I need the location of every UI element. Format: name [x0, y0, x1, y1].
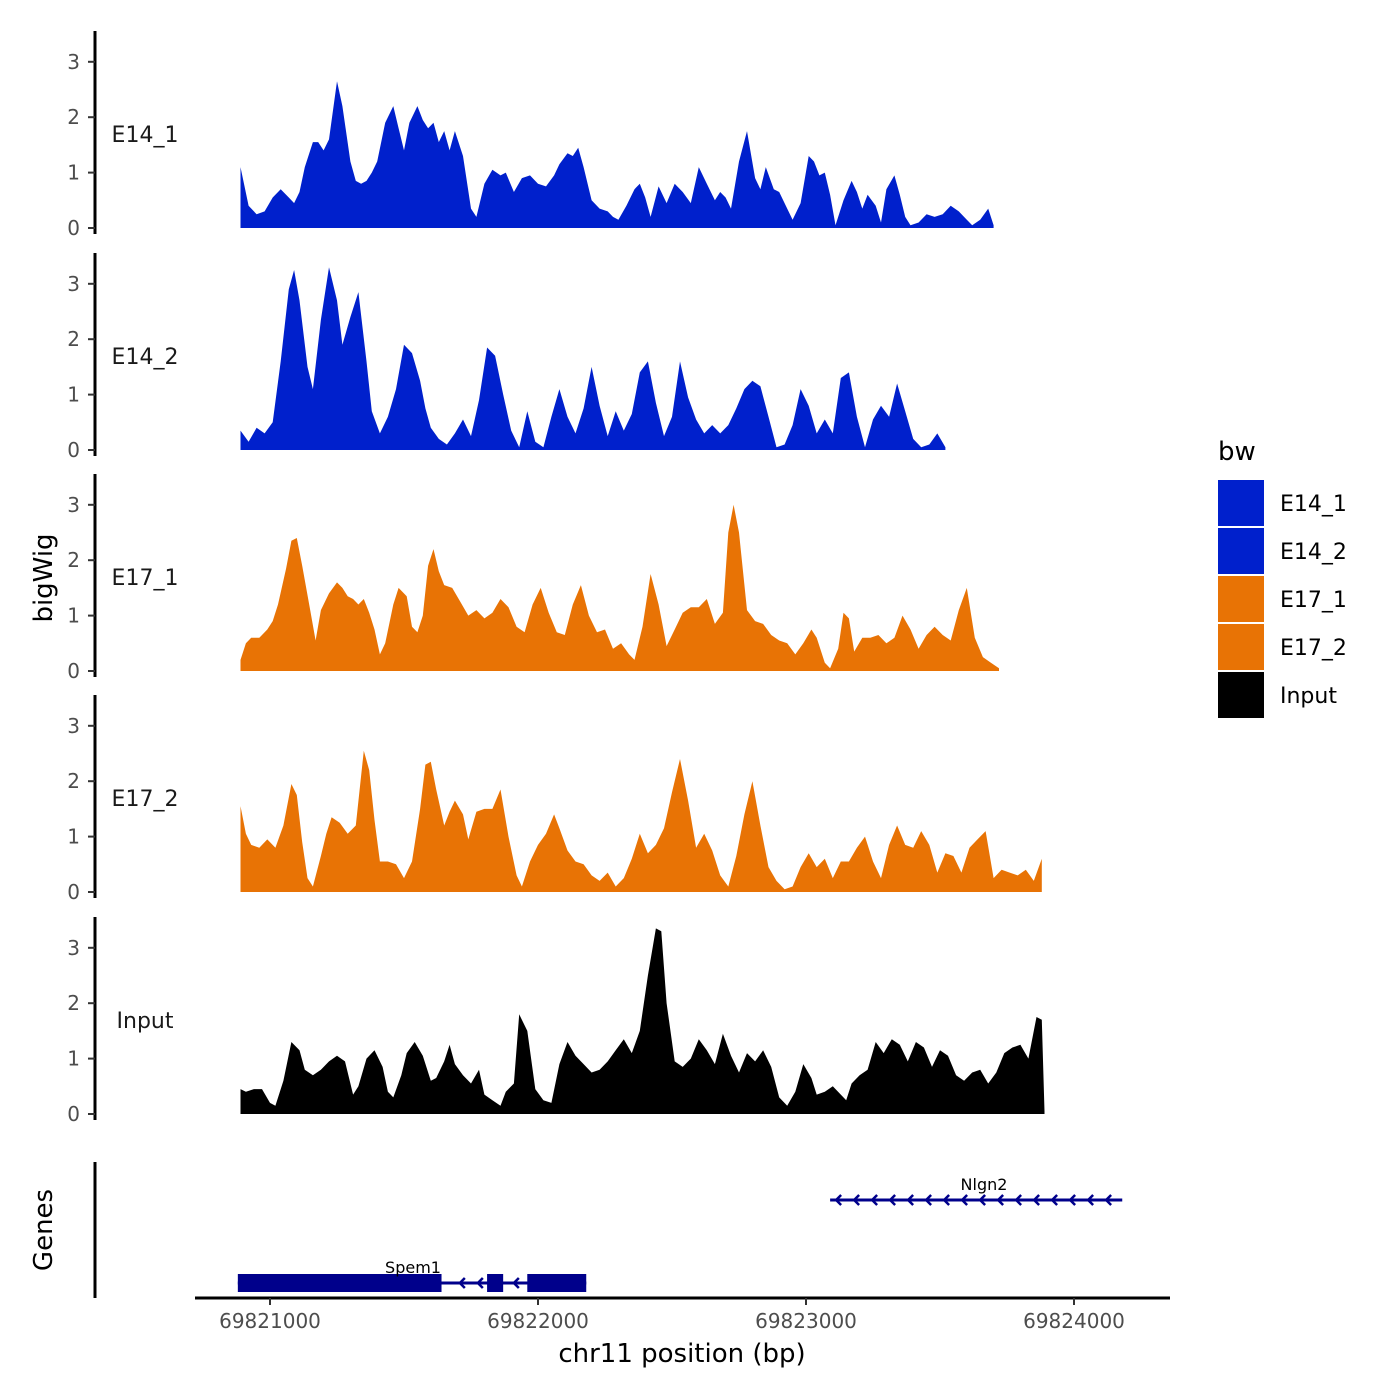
y-tick-label: 3	[67, 936, 80, 960]
x-axis: 69821000 69822000 69823000 69824000	[195, 1296, 1170, 1333]
strand-arrow	[996, 1194, 1005, 1206]
strand-arrow	[458, 1277, 466, 1289]
strand-arrow	[512, 1277, 520, 1289]
legend: bw E14_1 E14_2 E17_1 E17_2 Input	[1218, 437, 1347, 718]
y-axis-title: bigWig	[29, 533, 59, 622]
track-label: E14_1	[112, 123, 179, 148]
y-tick-label: 2	[67, 105, 80, 129]
series-area-input	[240, 928, 1045, 1114]
y-tick-label: 0	[67, 216, 80, 240]
series-area-e14-1	[240, 81, 994, 228]
track-panel: 0 1 2 3 E14_1	[67, 31, 994, 240]
track-label: Input	[117, 1009, 174, 1034]
strand-arrow	[924, 1194, 933, 1206]
strand-arrow	[1014, 1194, 1023, 1206]
strand-arrow	[1050, 1194, 1059, 1206]
legend-entry: E17_1	[1218, 576, 1347, 622]
track-panel: 0 1 2 3 E17_1	[67, 474, 999, 683]
y-tick-label: 1	[67, 604, 80, 628]
legend-label-input: Input	[1280, 684, 1337, 709]
y-tick-label: 2	[67, 991, 80, 1015]
gene-spem1: Spem1	[237, 1258, 587, 1292]
strand-arrow	[1032, 1194, 1041, 1206]
x-tick-label: 69824000	[1023, 1309, 1125, 1333]
y-tick-label: 1	[67, 825, 80, 849]
y-tick-label: 0	[67, 659, 80, 683]
gene-label: Nlgn2	[961, 1175, 1008, 1194]
gene-label: Spem1	[385, 1258, 441, 1277]
legend-entry: E14_1	[1218, 480, 1347, 526]
strand-arrow	[888, 1194, 897, 1206]
track-panel: 0 1 2 3 E14_2	[67, 253, 946, 462]
legend-entry: E14_2	[1218, 528, 1347, 574]
legend-title: bw	[1218, 437, 1256, 467]
y-tick-label: 0	[67, 1102, 80, 1126]
series-area-e14-2	[240, 267, 946, 450]
y-tick-label: 2	[67, 327, 80, 351]
y-tick-label: 2	[67, 769, 80, 793]
track-panel: 0 1 2 3 Input	[67, 917, 1045, 1126]
legend-swatch-e14-2	[1218, 528, 1264, 574]
legend-label-e17-1: E17_1	[1280, 588, 1347, 613]
strand-arrow	[960, 1194, 969, 1206]
legend-swatch-e17-2	[1218, 624, 1264, 670]
y-tick-label: 0	[67, 880, 80, 904]
series-area-e17-2	[240, 750, 1042, 892]
y-tick-label: 3	[67, 50, 80, 74]
strand-arrow	[476, 1277, 484, 1289]
series-area-e17-1	[240, 504, 999, 671]
y-tick-label: 1	[67, 383, 80, 407]
strand-arrow	[1086, 1194, 1095, 1206]
track-label: E17_1	[112, 566, 179, 591]
x-axis-title: chr11 position (bp)	[558, 1339, 805, 1369]
legend-label-e17-2: E17_2	[1280, 636, 1347, 661]
strand-arrow	[1068, 1194, 1077, 1206]
track-panel: 0 1 2 3 E17_2	[67, 695, 1042, 904]
strand-arrow	[942, 1194, 951, 1206]
x-tick-label: 69822000	[487, 1309, 589, 1333]
strand-arrow	[870, 1194, 879, 1206]
legend-swatch-e14-1	[1218, 480, 1264, 526]
strand-arrow	[906, 1194, 915, 1206]
legend-entry: E17_2	[1218, 624, 1347, 670]
legend-label-e14-2: E14_2	[1280, 540, 1347, 565]
x-tick-label: 69823000	[755, 1309, 857, 1333]
y-tick-label: 3	[67, 272, 80, 296]
y-tick-label: 2	[67, 548, 80, 572]
track-panels: 0 1 2 3 E14_1 0 1 2 3 E14_2 0 1 2 3 E17_1 0 1 2 3 E17_2 0 1 2 3…	[67, 31, 1045, 1126]
y-tick-label: 3	[67, 493, 80, 517]
y-tick-label: 3	[67, 714, 80, 738]
gene-nlgn2: Nlgn2	[830, 1175, 1123, 1206]
legend-entry: Input	[1218, 672, 1337, 718]
strand-arrow	[834, 1194, 843, 1206]
exon	[487, 1274, 504, 1292]
legend-swatch-input	[1218, 672, 1264, 718]
legend-label-e14-1: E14_1	[1280, 492, 1347, 517]
genes-axis-title: Genes	[29, 1189, 59, 1271]
track-label: E14_2	[112, 345, 179, 370]
x-tick-label: 69821000	[219, 1309, 321, 1333]
legend-swatch-e17-1	[1218, 576, 1264, 622]
y-tick-label: 1	[67, 161, 80, 185]
strand-arrow	[1104, 1194, 1113, 1206]
track-label: E17_2	[112, 787, 179, 812]
gene-panel: Spem1 Nlgn2	[93, 1162, 1123, 1298]
y-tick-label: 0	[67, 438, 80, 462]
strand-arrow	[852, 1194, 861, 1206]
exon	[237, 1274, 442, 1292]
strand-arrow	[978, 1194, 987, 1206]
y-tick-label: 1	[67, 1047, 80, 1071]
exon	[527, 1274, 587, 1292]
